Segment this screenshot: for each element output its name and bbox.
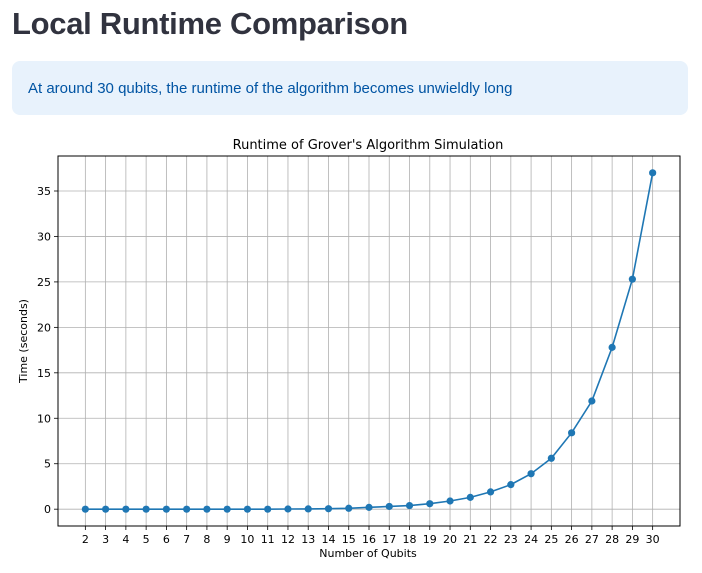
x-tick-label: 16 — [362, 533, 376, 546]
x-tick-label: 2 — [82, 533, 89, 546]
data-point — [405, 501, 414, 510]
x-tick-label: 21 — [463, 533, 477, 546]
x-tick-label: 26 — [565, 533, 579, 546]
x-tick-label: 3 — [102, 533, 109, 546]
x-tick-label: 25 — [544, 533, 558, 546]
data-point — [568, 429, 576, 437]
data-point — [81, 505, 89, 513]
series-layer — [81, 169, 657, 513]
x-tick-label: 29 — [625, 533, 639, 546]
data-point — [628, 275, 636, 283]
data-point — [304, 505, 312, 513]
x-tick-label: 24 — [524, 533, 538, 546]
x-tick-label: 6 — [163, 533, 170, 546]
grid-lines — [58, 156, 680, 526]
x-tick-label: 19 — [423, 533, 437, 546]
chart-title: Runtime of Grover's Algorithm Simulation — [233, 138, 504, 153]
data-point — [486, 488, 495, 496]
data-point — [608, 343, 616, 351]
x-tick-label: 5 — [143, 533, 150, 546]
x-tick-label: 17 — [382, 533, 396, 546]
x-tick-label: 27 — [585, 533, 599, 546]
data-point — [264, 505, 272, 513]
data-point — [284, 505, 292, 513]
x-tick-label: 7 — [183, 533, 190, 546]
data-point — [507, 481, 515, 489]
x-tick-label: 10 — [240, 533, 254, 546]
y-tick-label: 0 — [44, 503, 51, 516]
data-point — [365, 503, 373, 511]
y-tick-label: 10 — [37, 412, 51, 425]
data-point — [223, 505, 231, 513]
x-tick-label: 12 — [281, 533, 295, 546]
data-point — [547, 454, 555, 462]
x-tick-label: 15 — [342, 533, 356, 546]
data-point — [527, 470, 535, 478]
y-axis-label: Time (seconds) — [17, 299, 30, 384]
x-tick-label: 13 — [301, 533, 315, 546]
data-point — [649, 169, 657, 177]
x-tick-label: 4 — [122, 533, 129, 546]
x-tick-label: 18 — [403, 533, 417, 546]
x-tick-label: 23 — [504, 533, 518, 546]
data-point — [102, 505, 110, 513]
x-tick-label: 9 — [224, 533, 231, 546]
x-axis-ticks: 2 3 4 5 6 7 8 9 10 11 12 13 14 15 16 17 18 19 20 21 22 23 24 25… — [82, 526, 660, 546]
data-point — [162, 505, 170, 513]
x-tick-label: 8 — [203, 533, 210, 546]
y-tick-label: 30 — [37, 230, 51, 243]
page-title: Local Runtime Comparison — [12, 6, 408, 41]
data-point — [183, 505, 191, 513]
y-tick-label: 15 — [37, 367, 51, 380]
data-point — [324, 505, 333, 513]
y-tick-label: 5 — [44, 458, 51, 471]
x-axis-label: Number of Qubits — [319, 547, 417, 560]
data-point — [426, 500, 434, 508]
x-tick-label: 11 — [261, 533, 275, 546]
y-axis-ticks: 0 5 10 15 20 25 30 35 — [37, 185, 58, 516]
data-point — [385, 502, 393, 511]
x-tick-label: 30 — [646, 533, 660, 546]
data-point — [466, 493, 474, 501]
data-point — [243, 505, 252, 513]
data-point — [588, 397, 596, 405]
y-tick-label: 35 — [37, 185, 51, 198]
data-point — [142, 505, 150, 513]
y-tick-label: 20 — [37, 321, 51, 334]
x-tick-label: 28 — [605, 533, 619, 546]
data-point — [446, 497, 454, 505]
x-tick-label: 22 — [484, 533, 498, 546]
data-point — [203, 505, 211, 513]
x-tick-label: 14 — [321, 533, 335, 546]
x-tick-label: 20 — [443, 533, 457, 546]
info-alert-text: At around 30 qubits, the runtime of the … — [28, 79, 513, 97]
data-point — [122, 505, 130, 513]
info-alert: At around 30 qubits, the runtime of the … — [12, 61, 688, 115]
y-tick-label: 25 — [37, 276, 51, 289]
data-point — [345, 504, 353, 512]
